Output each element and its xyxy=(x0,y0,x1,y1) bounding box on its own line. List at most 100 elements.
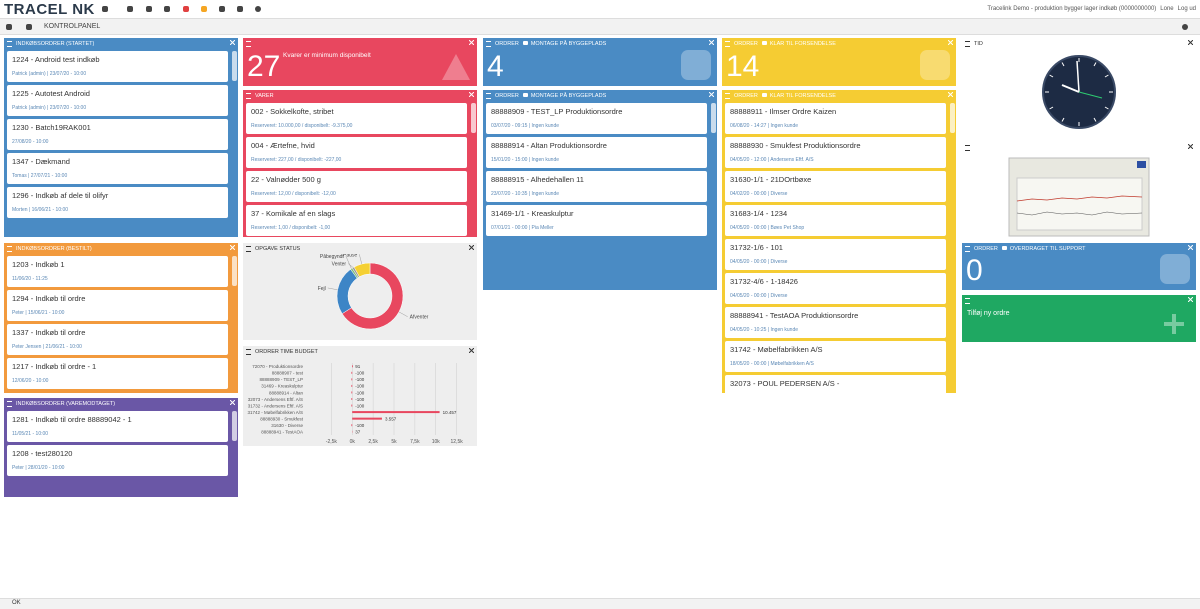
label-line xyxy=(359,254,361,264)
close-button[interactable] xyxy=(469,92,474,97)
stat-icon xyxy=(920,50,950,80)
value-label: -100 xyxy=(355,423,365,428)
close-button[interactable] xyxy=(230,245,235,250)
plus-icon xyxy=(1164,314,1184,334)
y-tick-label: 88888930 - Smukfest xyxy=(260,416,304,421)
icon[interactable] xyxy=(102,6,108,12)
card-title: 1224 - Android test indkøb xyxy=(12,55,223,64)
card-title: 1225 - Autotest Android xyxy=(12,89,223,98)
card-title: 1230 - Batch19RAK001 xyxy=(12,123,223,132)
close-button[interactable] xyxy=(1188,144,1193,149)
card-meta: Reserveret: 12,00 / disponibelt: -12,00 xyxy=(251,191,462,197)
logo[interactable]: TRACEL NK xyxy=(4,1,95,18)
card-title: 004 - Ærtefne, hvid xyxy=(251,141,462,150)
icon[interactable] xyxy=(237,6,243,12)
x-tick-label: 10k xyxy=(432,439,441,445)
close-icon xyxy=(1188,40,1193,45)
card-meta: Morten | 16/06/21 - 10:00 xyxy=(12,207,223,213)
close-button[interactable] xyxy=(1188,245,1193,250)
y-tick-label: 31469 - Kreaskulptur xyxy=(261,384,303,389)
user-info: Tracelink Demo - produktion bygger lager… xyxy=(983,6,1196,12)
list-card[interactable]: 32073 - POUL PEDERSEN A/S -18/05/20 - 00… xyxy=(725,375,946,393)
bar xyxy=(351,378,352,380)
card-meta: 04/05/20 - 00:00 | Bøes Pet Shop xyxy=(730,225,941,231)
widget-title: INDKØBSORDRER (BESTILT) xyxy=(16,246,92,252)
icon[interactable] xyxy=(164,6,170,12)
close-button[interactable] xyxy=(469,348,474,353)
slice-label: Pause xyxy=(343,254,357,258)
scrollbar xyxy=(232,411,237,441)
card-meta: 15/01/20 - 15:00 | Ingen kunde xyxy=(491,157,702,163)
card-title: 88888911 - Ilmser Ordre Kaizen xyxy=(730,107,941,116)
y-tick-label: 88888914 - Altan xyxy=(269,390,304,395)
back-button[interactable] xyxy=(6,24,12,30)
stat-value: 4 xyxy=(487,50,504,84)
refresh-button[interactable] xyxy=(1182,24,1188,30)
close-button[interactable] xyxy=(948,92,953,97)
card-meta: 03/07/20 - 09:15 | Ingen kunde xyxy=(491,123,702,129)
close-button[interactable] xyxy=(948,40,953,45)
icon[interactable] xyxy=(146,6,152,12)
y-tick-label: 32073 - Andersens Eftf. A/S xyxy=(248,397,303,402)
close-button[interactable] xyxy=(230,40,235,45)
widget-subtitle: OVERDRAGET TIL SUPPORT xyxy=(1010,246,1086,252)
scrollbar xyxy=(711,103,716,133)
icon[interactable] xyxy=(255,6,261,12)
close-button[interactable] xyxy=(1188,297,1193,302)
close-button[interactable] xyxy=(469,40,474,45)
link[interactable]: Log ud xyxy=(1178,6,1196,12)
icon[interactable] xyxy=(219,6,225,12)
add-button[interactable] xyxy=(26,24,32,30)
card-title: 88888930 - Smukfest Produktionsordre xyxy=(730,141,941,150)
close-button[interactable] xyxy=(1188,40,1193,45)
link[interactable]: Lone xyxy=(1160,6,1173,12)
clock xyxy=(962,49,1196,135)
card-meta: Peter | 28/01/20 - 10:00 xyxy=(12,465,223,471)
close-button[interactable] xyxy=(230,400,235,405)
bar xyxy=(351,385,352,387)
close-icon xyxy=(948,92,953,97)
icon[interactable] xyxy=(183,6,189,12)
widget-title: ORDRER xyxy=(974,246,998,252)
close-button[interactable] xyxy=(709,40,714,45)
icon[interactable] xyxy=(201,6,207,12)
value-label: 3.557 xyxy=(385,416,397,421)
card-meta: 04/02/20 - 00:00 | Diverse xyxy=(730,191,941,197)
close-button[interactable] xyxy=(469,245,474,250)
x-tick-label: 7,5k xyxy=(410,439,420,445)
close-button[interactable] xyxy=(709,92,714,97)
widget: Tilføj ny ordre xyxy=(962,295,1196,342)
icon[interactable] xyxy=(127,6,133,12)
